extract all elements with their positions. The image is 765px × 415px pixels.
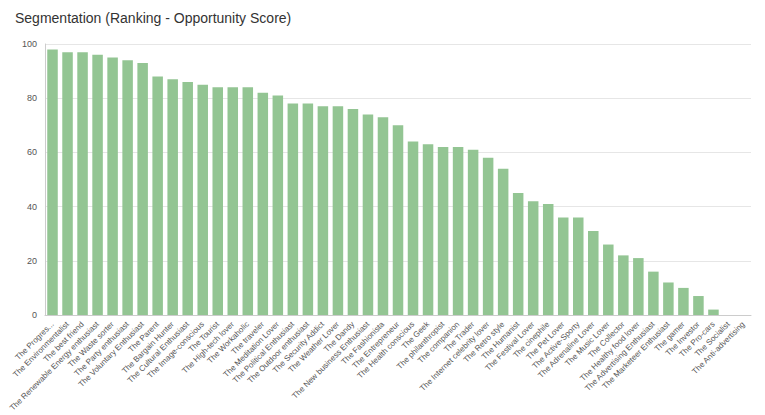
svg-text:20: 20	[27, 256, 37, 266]
svg-text:The philanthropist: The philanthropist	[395, 319, 447, 372]
svg-text:The Tourist: The Tourist	[186, 319, 221, 354]
svg-text:The Meditation Lover: The Meditation Lover	[221, 319, 281, 380]
svg-text:The Investor: The Investor	[663, 319, 702, 358]
svg-text:The Socialist: The Socialist	[693, 319, 732, 359]
svg-text:The Healthy food lover: The Healthy food lover	[578, 320, 641, 383]
svg-text:The Image-conscious: The Image-conscious	[145, 319, 206, 381]
svg-text:The Cultural Enthusiast: The Cultural Enthusiast	[126, 319, 192, 385]
svg-text:The traveler: The traveler	[229, 319, 266, 357]
svg-text:The Humanist: The Humanist	[479, 319, 522, 362]
svg-text:The Adrenaline Lover: The Adrenaline Lover	[536, 319, 597, 380]
svg-text:100: 100	[22, 39, 37, 49]
svg-text:The Parent: The Parent	[126, 319, 161, 355]
svg-text:40: 40	[27, 202, 37, 212]
svg-text:The best friend: The best friend	[41, 319, 86, 364]
svg-text:The Pet Lover: The Pet Lover	[524, 319, 567, 362]
svg-text:The Music Lover: The Music Lover	[563, 319, 612, 368]
svg-text:The Collector: The Collector	[586, 319, 627, 360]
svg-text:The New business Enthusiast: The New business Enthusiast	[290, 319, 372, 401]
svg-text:The Weather Lover: The Weather Lover	[286, 319, 342, 375]
svg-text:The Outdoor enthusiast: The Outdoor enthusiast	[245, 319, 312, 386]
svg-text:The Dandy: The Dandy	[322, 319, 357, 354]
svg-text:The Marketeer Enthusiast: The Marketeer Enthusiast	[601, 319, 673, 391]
svg-text:The Renewable Energy enthusias: The Renewable Energy enthusiast	[8, 319, 101, 413]
svg-text:The Active-Sporty: The Active-Sporty	[530, 319, 582, 371]
svg-text:The Health conscious: The Health conscious	[355, 319, 417, 381]
svg-text:The Party enthusiast: The Party enthusiast	[72, 319, 131, 378]
svg-text:80: 80	[27, 93, 37, 103]
svg-text:The Pro-cars: The Pro-cars	[677, 319, 717, 359]
svg-text:The cinephile: The cinephile	[511, 319, 552, 360]
svg-text:The High-tech lover: The High-tech lover	[180, 319, 236, 376]
svg-text:Segmentation (Ranking - Opport: Segmentation (Ranking - Opportunity Scor…	[15, 10, 291, 26]
svg-text:The Retro style: The Retro style	[461, 319, 507, 365]
svg-text:The Bargain Hunter: The Bargain Hunter	[120, 319, 176, 376]
svg-text:The companion: The companion	[416, 319, 462, 366]
svg-text:The Internet celebrity lover: The Internet celebrity lover	[418, 319, 492, 393]
svg-text:The Trader: The Trader	[442, 319, 477, 354]
svg-text:The Advertising Enthusiast: The Advertising Enthusiast	[583, 319, 657, 393]
svg-text:The gamer: The gamer	[652, 319, 687, 354]
svg-text:The Voluntary Enthusiast: The Voluntary Enthusiast	[76, 319, 146, 389]
svg-text:The Environmentalist: The Environmentalist	[11, 319, 71, 380]
svg-text:The Political Enthusiast: The Political Enthusiast	[231, 319, 296, 385]
svg-text:The Security Addict: The Security Addict	[271, 319, 327, 375]
svg-text:The Fashionista: The Fashionista	[339, 319, 387, 367]
svg-text:The Entrepreneur: The Entrepreneur	[350, 319, 402, 371]
svg-text:The Festival Lover: The Festival Lover	[483, 319, 537, 373]
svg-text:60: 60	[27, 147, 37, 157]
svg-text:The Geek: The Geek	[400, 319, 432, 351]
svg-text:The Progres...: The Progres...	[13, 319, 56, 362]
svg-text:The Waste sorter: The Waste sorter	[66, 319, 116, 370]
svg-text:0: 0	[32, 310, 37, 320]
svg-text:The Anti-advertising: The Anti-advertising	[690, 320, 746, 376]
svg-text:The Workaholic: The Workaholic	[205, 319, 251, 366]
